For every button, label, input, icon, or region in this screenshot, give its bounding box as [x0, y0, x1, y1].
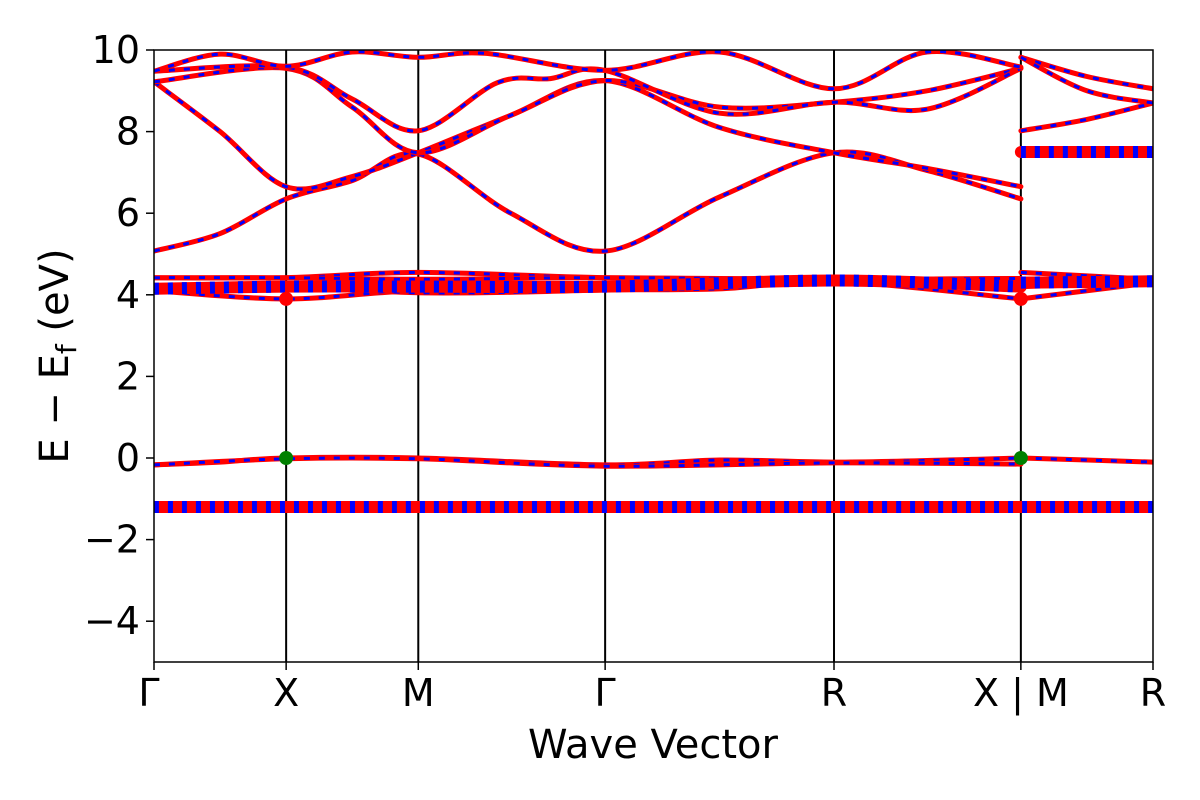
thick-bands — [154, 145, 1153, 513]
plot-frame — [153, 49, 1154, 663]
y-tick-label-0: −4 — [84, 599, 140, 643]
y-tick-label-3: 2 — [116, 354, 140, 398]
x-tick-label-3: Γ — [595, 671, 616, 715]
x-tick-label-2: M — [402, 671, 435, 715]
x-axis-title: Wave Vector — [528, 722, 779, 768]
y-axis-title-main: E − E — [32, 354, 78, 464]
kpoint-lines — [285, 50, 1022, 662]
band-edge-marker-2 — [279, 451, 294, 465]
y-tick-label-7: 10 — [92, 28, 140, 72]
y-axis-title-unit: (eV) — [32, 248, 78, 344]
thick-band-spin-down-0 — [154, 274, 1022, 295]
band-spin-down-17 — [1020, 101, 1153, 133]
band-edge-markers — [279, 291, 1028, 465]
band-spin-down-3 — [154, 456, 1021, 468]
y-tick-label-4: 4 — [116, 273, 140, 317]
y-tick-label-2: 0 — [116, 436, 140, 480]
band-spin-down-19 — [1020, 55, 1153, 91]
y-tick-label-1: −2 — [84, 518, 140, 562]
band-spin-down-16 — [154, 50, 1022, 91]
x-tick-label-0: Γ — [138, 671, 159, 715]
band-spin-down-4 — [1020, 456, 1153, 464]
x-tick-label-6: R — [1140, 671, 1166, 715]
x-tick-label-5: X | M — [973, 671, 1069, 716]
y-ticks: −4 −2 0 2 4 6 8 10 — [84, 28, 154, 643]
x-ticks: Γ X M Γ R X | M R — [138, 662, 1166, 716]
band-edge-marker-1 — [1013, 291, 1028, 306]
band-spin-up-15 — [154, 63, 1024, 134]
band-spin-down-20 — [1020, 55, 1153, 105]
y-axis-title: E − Ef (eV) — [32, 248, 83, 463]
x-tick-label-4: R — [821, 671, 847, 715]
x-tick-label-1: X — [273, 671, 299, 715]
band-spin-up-12 — [154, 149, 1024, 254]
thick-band-spin-up-1 — [1014, 275, 1153, 289]
y-tick-label-5: 6 — [116, 191, 140, 235]
band-spin-down-12 — [154, 150, 1022, 253]
band-edge-marker-3 — [1013, 451, 1028, 465]
y-tick-label-6: 8 — [116, 110, 140, 154]
band-edge-marker-0 — [279, 291, 294, 306]
y-axis-title-sub: f — [50, 343, 83, 354]
